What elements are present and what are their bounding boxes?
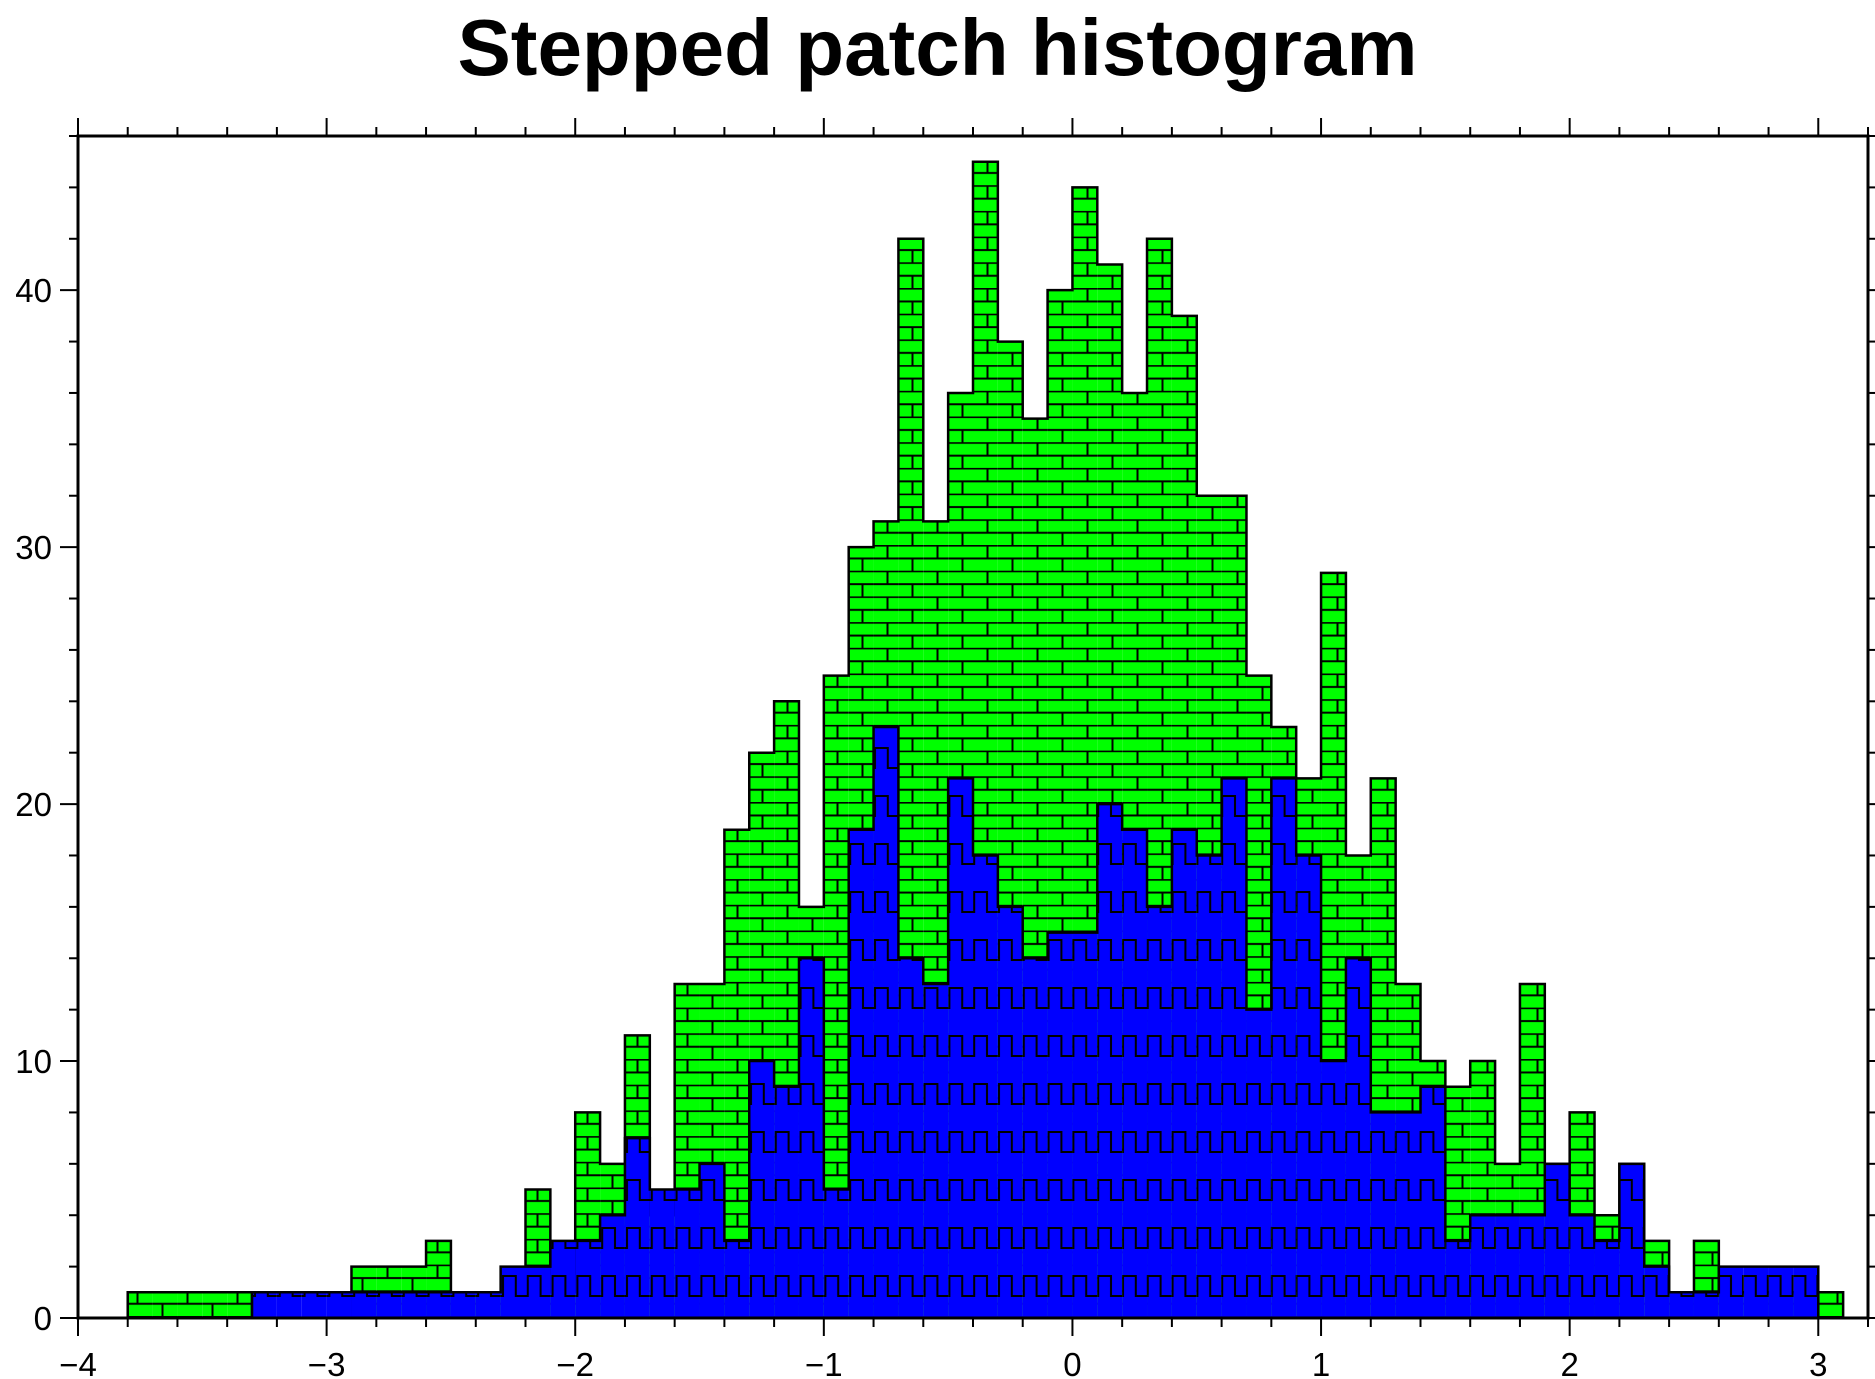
histogram-bar [774, 1086, 799, 1318]
histogram-bar [898, 958, 924, 1318]
histogram-bar [450, 1292, 476, 1318]
histogram-bar [1420, 1086, 1446, 1318]
x-tick-label: 0 [1063, 1346, 1081, 1379]
histogram-bar [401, 1292, 427, 1318]
histogram-bar [177, 1292, 203, 1318]
histogram-bar [1619, 1163, 1645, 1318]
histogram-bar [1022, 958, 1048, 1318]
y-tick-label: 20 [15, 786, 52, 823]
histogram-bar [525, 1266, 551, 1318]
histogram-bar [948, 778, 973, 1318]
histogram-bar [127, 1292, 153, 1318]
histogram-bar [600, 1215, 625, 1318]
histogram-bar [1544, 1163, 1570, 1318]
histogram-bar [997, 906, 1023, 1318]
histogram-bar [475, 1292, 501, 1318]
histogram-bar [1321, 1061, 1346, 1318]
histogram-bar [550, 1240, 576, 1318]
histogram-bar [1221, 778, 1247, 1318]
y-tick-label: 30 [15, 529, 52, 566]
x-tick-label: −1 [805, 1346, 843, 1379]
x-tick-label: 3 [1809, 1346, 1827, 1379]
x-tick-label: 1 [1312, 1346, 1330, 1379]
histogram-bar [699, 1163, 725, 1318]
histogram-bar [1693, 1292, 1719, 1318]
histogram-bar [1793, 1266, 1819, 1318]
histogram-bar [848, 829, 874, 1318]
x-tick-label: 2 [1560, 1346, 1578, 1379]
histogram-bar [1644, 1266, 1670, 1318]
histogram-bar [252, 1292, 277, 1318]
histogram-bar [1569, 1215, 1595, 1318]
histogram-bar [376, 1292, 402, 1318]
histogram-bar [500, 1266, 526, 1318]
histogram-bar [326, 1292, 352, 1318]
histogram-bar [1395, 1112, 1421, 1318]
histogram-bar [1743, 1266, 1769, 1318]
histogram-bar [1669, 1292, 1694, 1318]
histogram-bar [674, 1189, 700, 1318]
histogram-bar [923, 983, 949, 1318]
y-tick-label: 0 [34, 1300, 52, 1337]
histogram-bar [873, 727, 899, 1318]
histogram-outline [127, 725, 1844, 1320]
histogram-bar [1196, 855, 1222, 1318]
histogram-bar [426, 1292, 451, 1318]
x-tick-label: −3 [308, 1346, 346, 1379]
histogram-bar [1171, 829, 1197, 1318]
histogram-bar [1470, 1215, 1496, 1318]
histogram-bar [1495, 1215, 1520, 1318]
histogram-bar [1097, 804, 1123, 1318]
histogram-bar [1818, 1292, 1844, 1318]
y-tick-label: 40 [15, 272, 52, 309]
histogram-bar [1147, 906, 1172, 1318]
histogram-bar [624, 1138, 650, 1318]
histogram-bar [973, 855, 998, 1318]
histogram-bar [1246, 1009, 1272, 1318]
histogram-bar [575, 1240, 601, 1318]
histogram-bar [1271, 778, 1297, 1318]
histogram-bar [1122, 829, 1148, 1318]
histogram-bar [1445, 1240, 1471, 1318]
histogram-bar [1370, 1112, 1396, 1318]
histogram-bar [1594, 1240, 1620, 1318]
histogram-bar [798, 958, 824, 1318]
histogram-bar [1296, 855, 1322, 1318]
histogram-bar [276, 1292, 302, 1318]
histogram-bar [1047, 932, 1073, 1318]
x-tick-label: −2 [556, 1346, 594, 1379]
histogram-bar [649, 1189, 675, 1318]
histogram-bar [724, 1240, 750, 1318]
x-tick-label: −4 [59, 1346, 97, 1379]
histogram-bar [1519, 1215, 1545, 1318]
histogram-bar [1345, 958, 1371, 1318]
histogram-bar [749, 1061, 775, 1318]
y-tick-label: 10 [15, 1043, 52, 1080]
histogram-bar [1718, 1266, 1744, 1318]
histogram-bar [823, 1189, 849, 1318]
chart-title: Stepped patch histogram [457, 3, 1418, 92]
histogram-bar [1768, 1266, 1794, 1318]
histogram-bar [202, 1292, 228, 1318]
histogram-bar [351, 1292, 377, 1318]
histogram-bar [301, 1292, 327, 1318]
histogram-bar [724, 829, 750, 1318]
histogram-bar [227, 1292, 253, 1318]
histogram-bar [1072, 932, 1098, 1318]
histogram-bar [152, 1292, 178, 1318]
